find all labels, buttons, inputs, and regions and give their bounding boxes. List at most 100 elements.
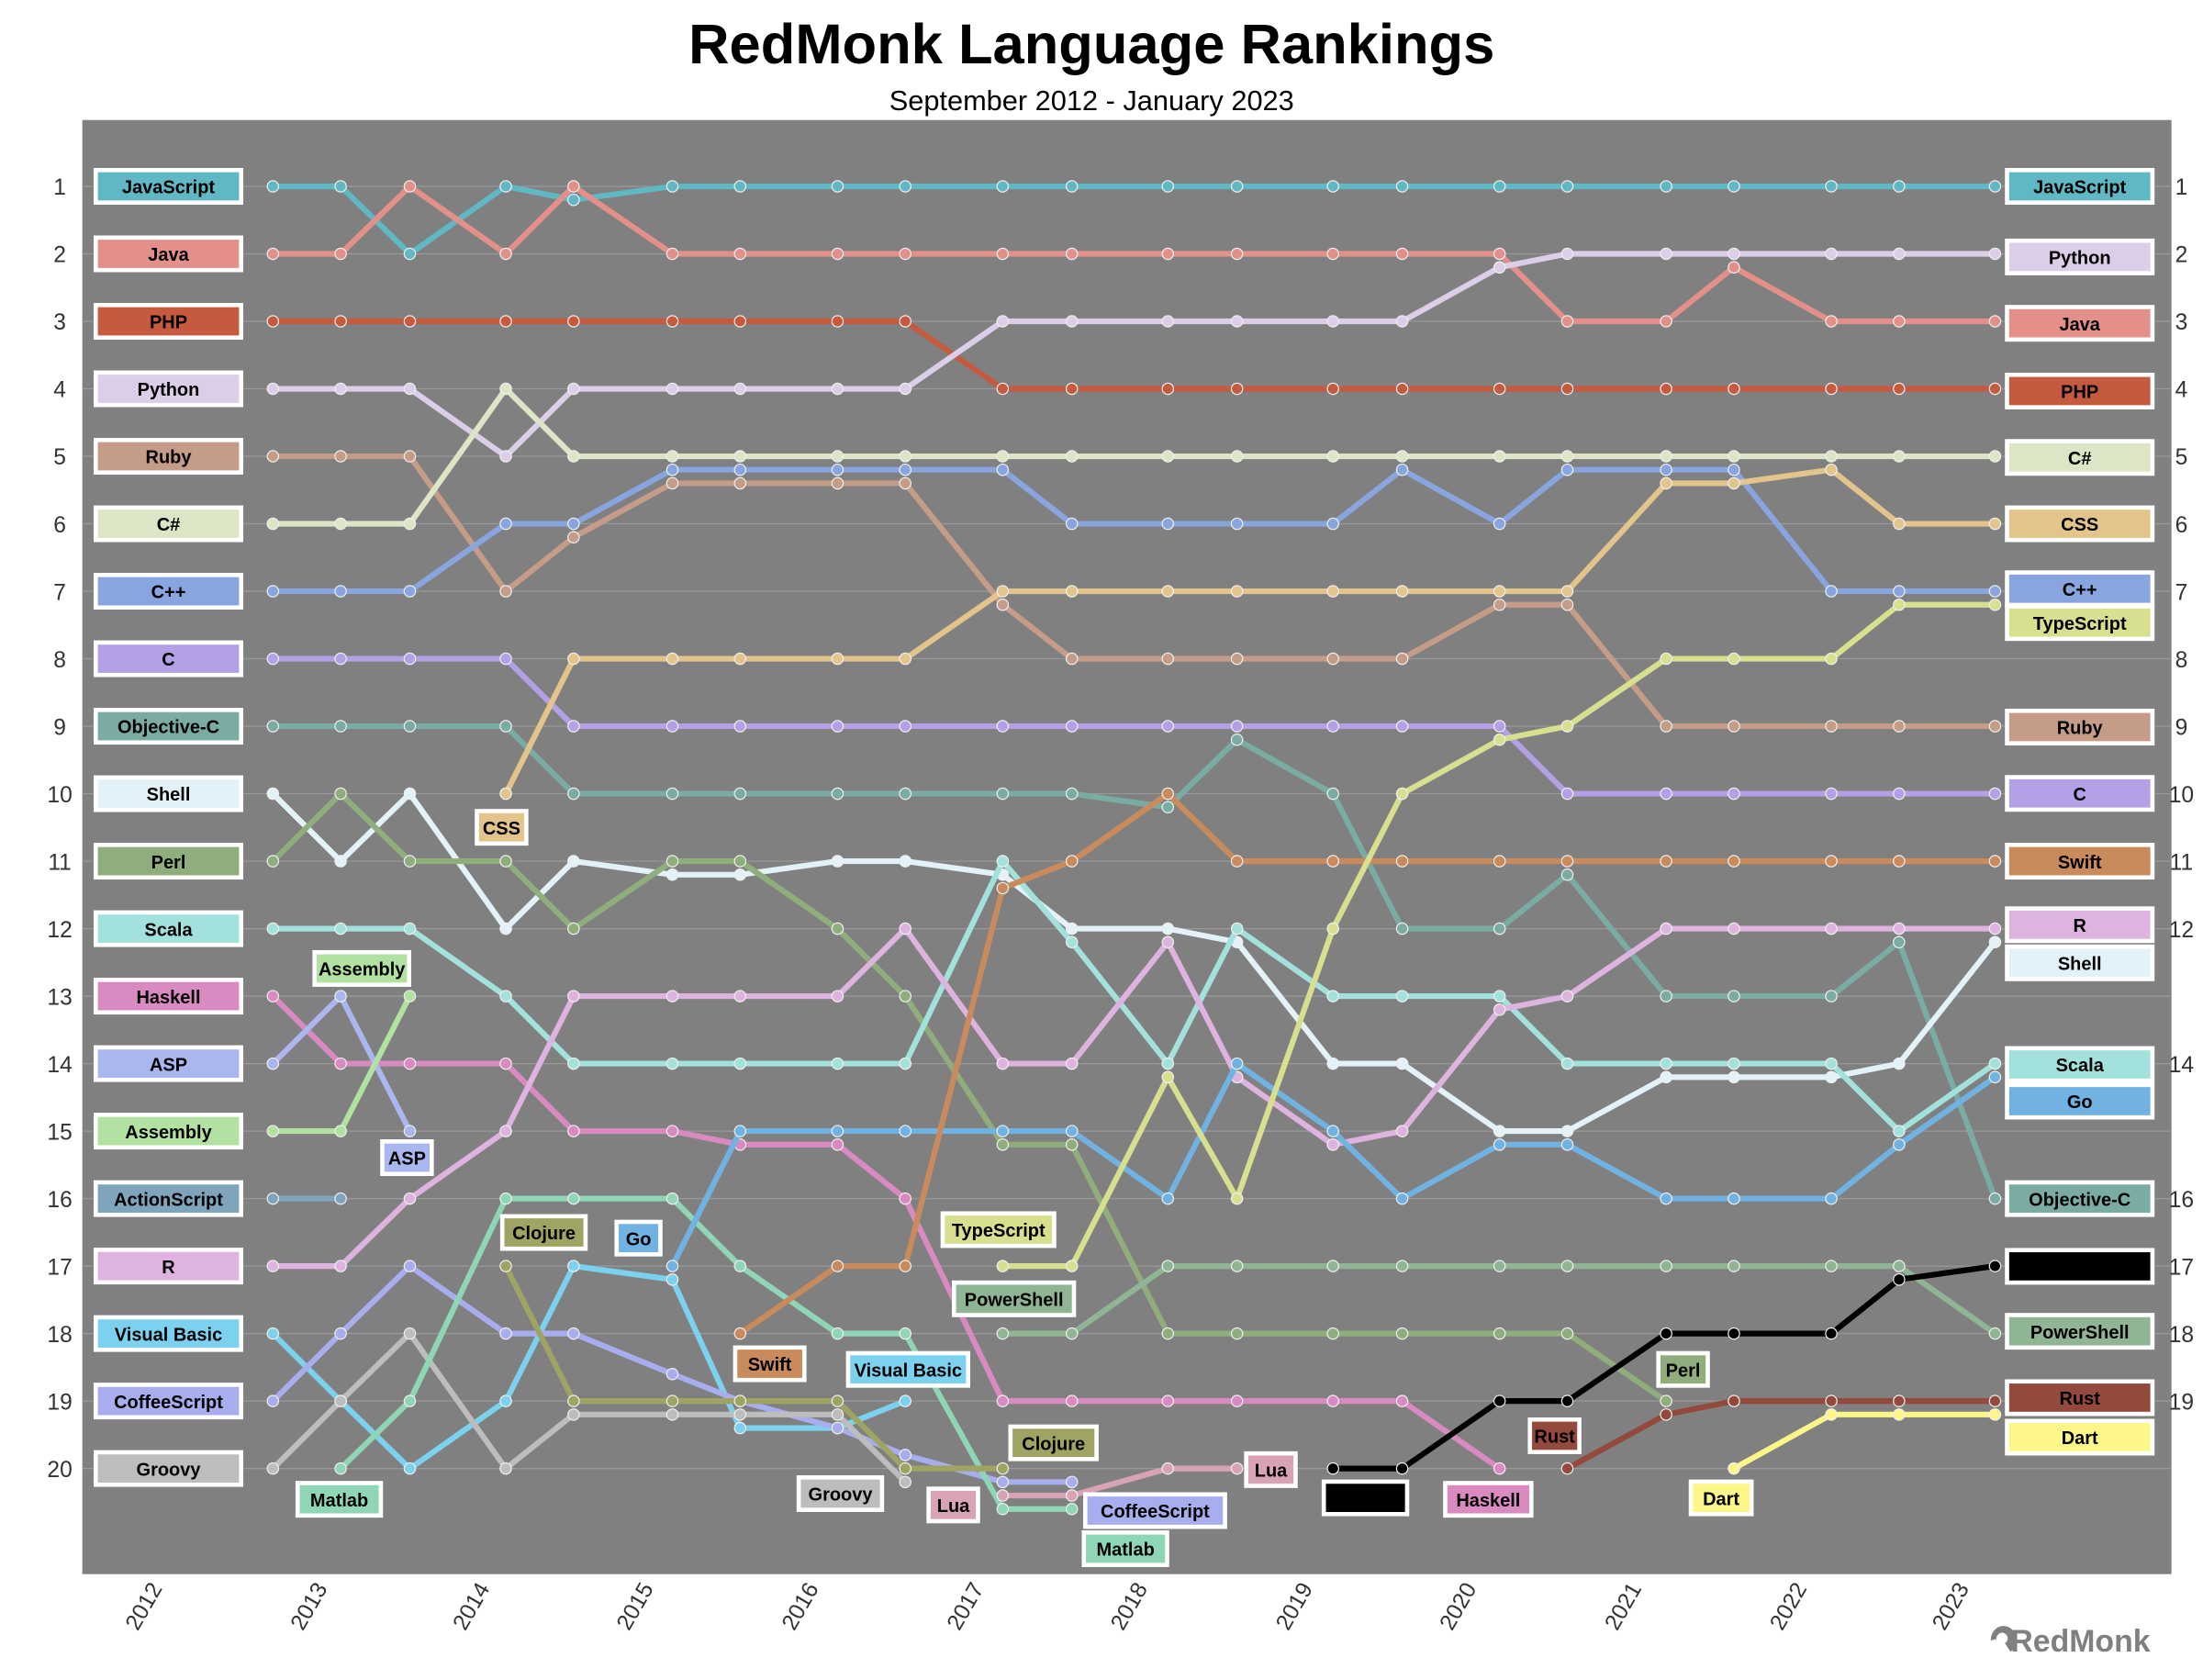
data-point: [1065, 247, 1079, 261]
label-text: Go: [2067, 1092, 2093, 1113]
label-text: TypeScript: [2033, 614, 2127, 634]
data-point: [1660, 1070, 1672, 1084]
series-label: Ruby: [94, 438, 244, 476]
year-tick-label: 2015: [612, 1579, 659, 1635]
data-point: [1660, 652, 1672, 666]
label-fill: [316, 954, 408, 983]
data-point: [733, 990, 747, 1002]
series-line: [1002, 1465, 1237, 1499]
data-point: [266, 1057, 280, 1070]
data-point: [1493, 1260, 1506, 1272]
data-point: [1660, 476, 1672, 490]
series-matlab: [334, 1192, 1079, 1516]
data-point: [334, 1327, 347, 1340]
data-point: [1395, 180, 1409, 193]
data-point: [1825, 382, 1838, 396]
data-point: [499, 720, 512, 733]
label-text: PHP: [2061, 383, 2098, 403]
right-rank-label: 8: [2175, 648, 2188, 673]
data-point: [403, 1327, 417, 1340]
data-point: [899, 1449, 912, 1462]
data-point: [831, 855, 844, 868]
data-point: [996, 1489, 1010, 1502]
label-fill: [384, 1143, 430, 1172]
label-text: ASP: [150, 1055, 187, 1075]
data-point: [1065, 315, 1079, 328]
data-point: [1660, 855, 1672, 868]
data-point: [1161, 1192, 1175, 1205]
series-rust: [1560, 1394, 2002, 1475]
data-point: [1825, 1192, 1838, 1205]
series-label: PHP: [2005, 372, 2155, 409]
label-text: C++: [2063, 580, 2097, 600]
data-point: [1728, 1260, 1740, 1272]
data-point: [1560, 990, 1574, 1002]
data-point: [1326, 787, 1339, 801]
data-point: [567, 787, 580, 801]
data-point: [1825, 1057, 1838, 1070]
left-rank-label: 11: [48, 850, 72, 875]
series-label: R: [94, 1248, 244, 1285]
series-label: R: [2005, 906, 2155, 944]
data-point: [499, 315, 512, 328]
data-point: [499, 517, 512, 531]
label-fill: [97, 1454, 240, 1484]
label-fill: [2008, 846, 2151, 876]
data-point: [1893, 1057, 1906, 1070]
data-point: [567, 1057, 580, 1070]
data-point: [899, 463, 912, 476]
series-typescript: [996, 598, 2002, 1272]
series-label: Objective-C: [2005, 1180, 2155, 1217]
label-text: R: [162, 1258, 175, 1278]
series-label: Python: [2005, 238, 2155, 275]
data-point: [1728, 261, 1740, 274]
data-point: [1893, 1408, 1906, 1421]
data-point: [334, 382, 347, 396]
label-fill: [800, 1479, 880, 1508]
label-text: CoffeeScript: [114, 1393, 223, 1413]
data-point: [1493, 720, 1506, 733]
data-point: [1065, 585, 1079, 598]
data-point: [733, 476, 747, 490]
data-point: [899, 1462, 912, 1475]
series-label: Java: [94, 235, 244, 273]
data-point: [334, 855, 347, 868]
data-point: [1395, 382, 1409, 396]
data-point: [1988, 1057, 2002, 1070]
right-rank-label: 2: [2175, 243, 2188, 268]
data-point: [899, 1394, 912, 1407]
label-fill: [1247, 1455, 1294, 1484]
data-point: [1493, 450, 1506, 463]
data-point: [1230, 1394, 1244, 1407]
data-point: [733, 450, 747, 463]
label-fill: [504, 1218, 584, 1247]
left-rank-label: 16: [47, 1188, 72, 1213]
data-point: [831, 1394, 844, 1407]
data-point: [1560, 598, 1574, 611]
data-point: [1326, 180, 1339, 193]
chart-subtitle: September 2012 - January 2023: [889, 84, 1294, 117]
label-fill: [97, 1049, 240, 1078]
label-text: Objective-C: [117, 718, 219, 738]
data-point: [499, 1125, 512, 1137]
data-point: [403, 922, 417, 935]
data-point: [1230, 450, 1244, 463]
series-line: [273, 655, 1996, 797]
data-point: [403, 1125, 417, 1137]
series-label: Swift: [732, 1345, 807, 1383]
series-lines: [266, 180, 2002, 1516]
data-point: [334, 720, 347, 733]
data-point: [1893, 1273, 1906, 1286]
data-point: [403, 315, 417, 328]
label-fill: [97, 711, 240, 741]
series-label: Shell: [2005, 944, 2155, 981]
data-point: [733, 247, 747, 261]
data-point: [1825, 652, 1838, 666]
data-point: [266, 855, 280, 868]
data-point: [1560, 1057, 1574, 1070]
data-point: [996, 1327, 1010, 1340]
year-tick-label: 2019: [1271, 1579, 1318, 1635]
series-line: [271, 993, 1502, 1472]
data-point: [1395, 1192, 1409, 1205]
